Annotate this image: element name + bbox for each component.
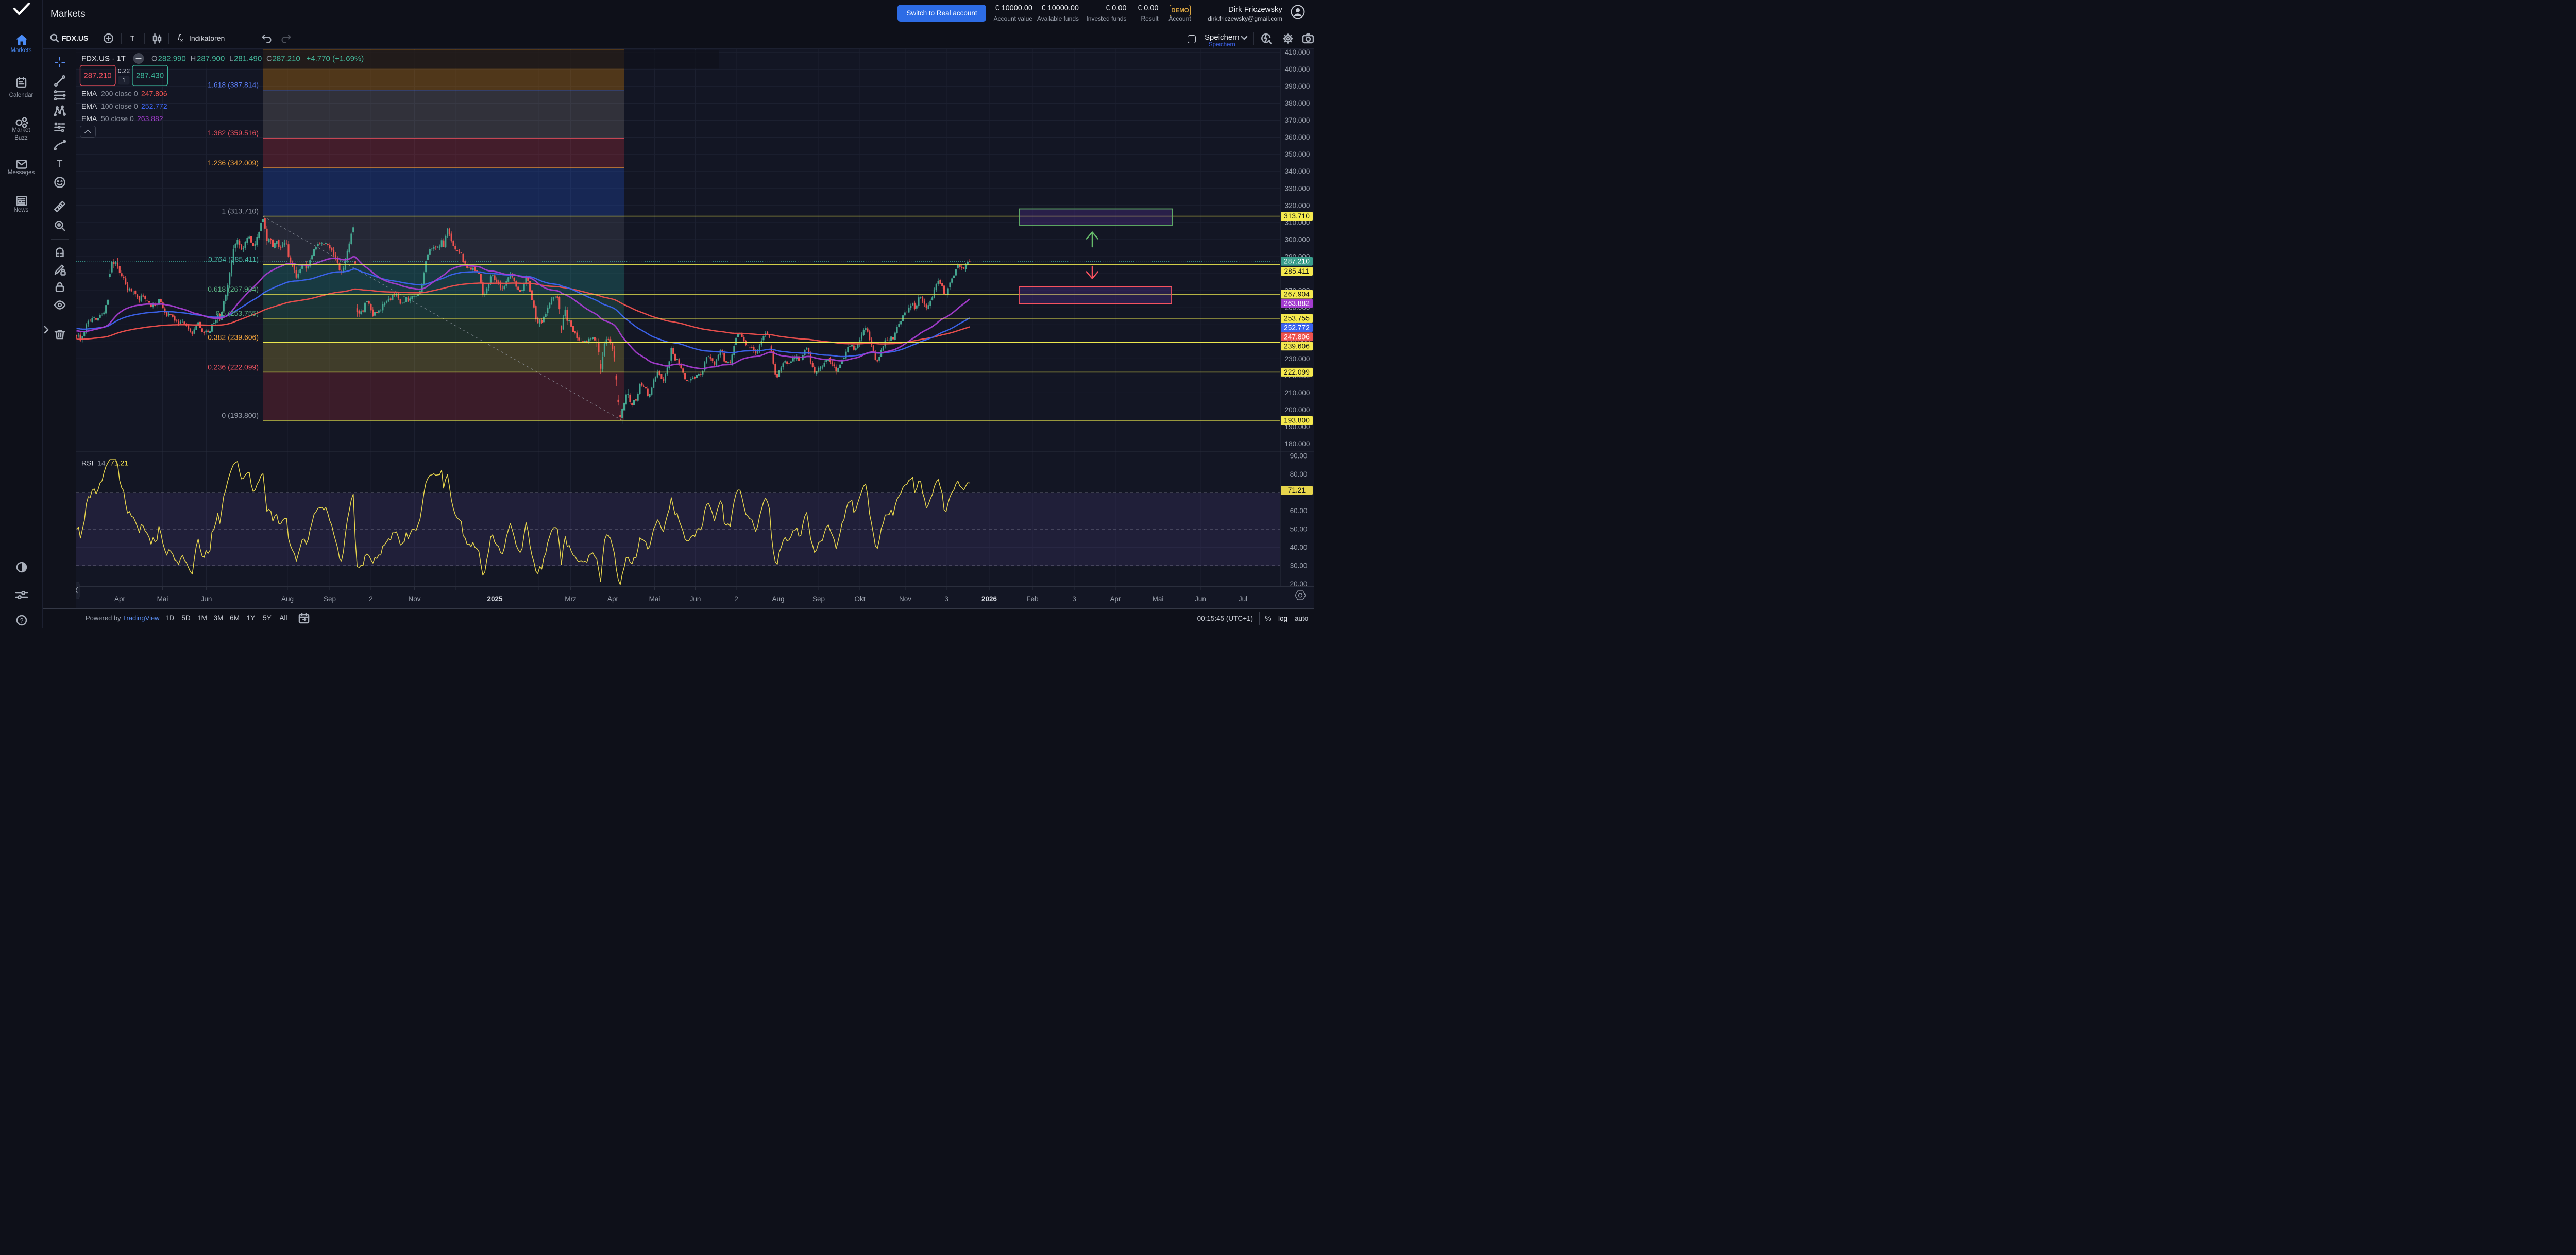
svg-text:60.00: 60.00 (1290, 507, 1308, 515)
svg-text:252.772: 252.772 (1284, 324, 1310, 331)
svg-text:313.710: 313.710 (1284, 212, 1310, 220)
svg-text:410.000: 410.000 (1285, 49, 1310, 56)
svg-text:340.000: 340.000 (1285, 167, 1310, 175)
svg-text:370.000: 370.000 (1285, 116, 1310, 124)
svg-text:222.099: 222.099 (1284, 368, 1310, 376)
svg-text:0.764 (285.411): 0.764 (285.411) (208, 255, 259, 263)
svg-text:30.00: 30.00 (1290, 562, 1308, 569)
svg-text:0.236 (222.099): 0.236 (222.099) (208, 363, 259, 371)
svg-text:EMA: EMA (81, 102, 97, 110)
svg-text:C: C (266, 54, 272, 63)
svg-text:287.430: 287.430 (136, 71, 164, 80)
svg-text:Mai: Mai (1153, 595, 1164, 603)
svg-text:1.236 (342.009): 1.236 (342.009) (208, 159, 259, 167)
svg-text:Jun: Jun (690, 595, 701, 603)
svg-text:L: L (229, 54, 233, 63)
svg-text:40.00: 40.00 (1290, 544, 1308, 551)
svg-text:247.806: 247.806 (141, 89, 167, 97)
svg-text:T: T (57, 159, 63, 169)
svg-text:247.806: 247.806 (1284, 333, 1310, 341)
svg-text:263.882: 263.882 (1284, 299, 1310, 307)
svg-text:Mai: Mai (649, 595, 660, 603)
svg-text:Aug: Aug (281, 595, 294, 603)
svg-text:Sep: Sep (812, 595, 825, 603)
svg-text:287.210: 287.210 (273, 54, 300, 63)
svg-text:Apr: Apr (114, 595, 126, 603)
svg-text:263.882: 263.882 (137, 114, 163, 123)
svg-text:282.990: 282.990 (158, 54, 186, 63)
svg-text:360.000: 360.000 (1285, 133, 1310, 141)
svg-text:287.900: 287.900 (197, 54, 225, 63)
svg-text:330.000: 330.000 (1285, 184, 1310, 192)
svg-text:320.000: 320.000 (1285, 201, 1310, 209)
svg-text:+4.770 (+1.69%): +4.770 (+1.69%) (307, 54, 364, 63)
svg-text:50 close 0: 50 close 0 (101, 114, 134, 123)
svg-text:20.00: 20.00 (1290, 580, 1308, 588)
svg-text:180.000: 180.000 (1285, 440, 1310, 448)
svg-text:50.00: 50.00 (1290, 525, 1308, 533)
svg-text:1.618 (387.814): 1.618 (387.814) (208, 80, 259, 89)
svg-text:?: ? (20, 617, 24, 624)
svg-text:FDX.US · 1T: FDX.US · 1T (81, 54, 126, 63)
svg-text:0.382 (239.606): 0.382 (239.606) (208, 333, 259, 341)
svg-text:Nov: Nov (899, 595, 911, 603)
svg-text:RSI: RSI (81, 459, 93, 467)
svg-text:Mrz: Mrz (565, 595, 577, 603)
svg-text:380.000: 380.000 (1285, 99, 1310, 107)
svg-text:1.382 (359.516): 1.382 (359.516) (208, 129, 259, 137)
svg-text:287.210: 287.210 (1284, 257, 1310, 265)
svg-text:Jun: Jun (1195, 595, 1206, 603)
svg-text:Feb: Feb (1026, 595, 1038, 603)
svg-text:2: 2 (734, 595, 738, 603)
svg-text:Aug: Aug (772, 595, 784, 603)
svg-text:EMA: EMA (81, 89, 97, 97)
svg-text:0.22: 0.22 (118, 67, 130, 74)
svg-text:230.000: 230.000 (1285, 354, 1310, 362)
svg-text:71.21: 71.21 (110, 459, 128, 467)
svg-text:Mai: Mai (157, 595, 168, 603)
svg-text:14: 14 (97, 459, 106, 467)
svg-text:2025: 2025 (487, 595, 503, 603)
svg-text:239.606: 239.606 (1284, 342, 1310, 350)
svg-text:EMA: EMA (81, 114, 97, 123)
svg-text:0.618 (267.904): 0.618 (267.904) (208, 285, 259, 293)
svg-text:0.5 (253.755): 0.5 (253.755) (216, 309, 259, 317)
svg-text:190.000: 190.000 (1285, 423, 1310, 431)
svg-text:253.755: 253.755 (1284, 314, 1310, 322)
svg-text:1 (313.710): 1 (313.710) (222, 207, 259, 215)
svg-text:3: 3 (1072, 595, 1076, 603)
svg-text:252.772: 252.772 (141, 102, 167, 110)
svg-text:193.800: 193.800 (1284, 416, 1310, 424)
svg-text:Sep: Sep (324, 595, 336, 603)
svg-text:287.210: 287.210 (83, 71, 111, 80)
svg-text:350.000: 350.000 (1285, 150, 1310, 158)
svg-text:100 close 0: 100 close 0 (101, 102, 138, 110)
svg-text:267.904: 267.904 (1284, 290, 1310, 298)
svg-text:285.411: 285.411 (1284, 267, 1310, 275)
svg-text:210.000: 210.000 (1285, 388, 1310, 396)
svg-text:71.21: 71.21 (1288, 486, 1306, 494)
svg-text:281.490: 281.490 (234, 54, 262, 63)
svg-text:300.000: 300.000 (1285, 235, 1310, 243)
svg-text:Apr: Apr (607, 595, 619, 603)
svg-text:H: H (191, 54, 196, 63)
svg-text:2: 2 (369, 595, 373, 603)
svg-text:80.00: 80.00 (1290, 470, 1308, 478)
svg-text:2026: 2026 (981, 595, 997, 603)
svg-text:Jun: Jun (201, 595, 212, 603)
svg-text:3: 3 (944, 595, 948, 603)
svg-text:O: O (151, 54, 158, 63)
svg-text:Okt: Okt (854, 595, 865, 603)
svg-text:200 close 0: 200 close 0 (101, 89, 138, 97)
svg-text:0 (193.800): 0 (193.800) (222, 411, 259, 419)
svg-text:1: 1 (122, 77, 126, 84)
svg-text:Jul: Jul (1239, 595, 1247, 603)
svg-text:90.00: 90.00 (1290, 452, 1308, 460)
svg-text:Nov: Nov (408, 595, 420, 603)
svg-text:390.000: 390.000 (1285, 82, 1310, 90)
svg-text:Apr: Apr (1110, 595, 1121, 603)
svg-text:200.000: 200.000 (1285, 405, 1310, 413)
svg-text:400.000: 400.000 (1285, 65, 1310, 73)
